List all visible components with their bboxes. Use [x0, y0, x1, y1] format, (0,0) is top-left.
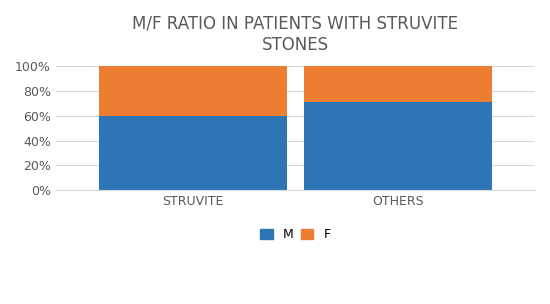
- Title: M/F RATIO IN PATIENTS WITH STRUVITE
STONES: M/F RATIO IN PATIENTS WITH STRUVITE STON…: [133, 15, 458, 54]
- Bar: [304, 67, 492, 102]
- Legend: M, F: M, F: [255, 223, 336, 247]
- Bar: [304, 102, 492, 190]
- Bar: [98, 67, 287, 116]
- Bar: [98, 116, 287, 190]
